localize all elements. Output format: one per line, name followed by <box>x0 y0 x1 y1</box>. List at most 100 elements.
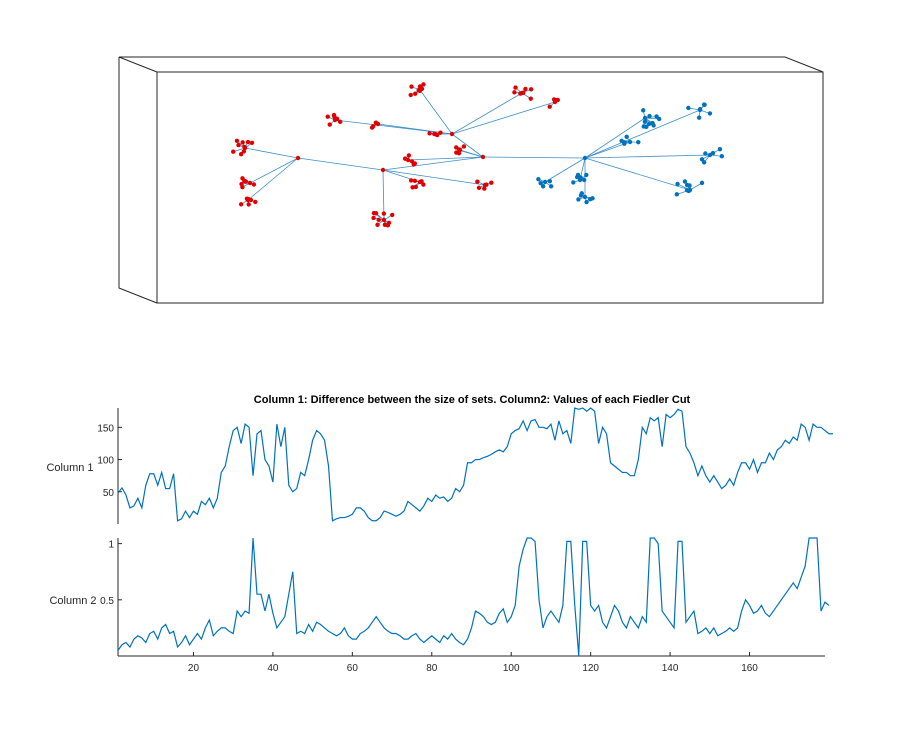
series-line <box>118 538 829 656</box>
graph-edge <box>460 150 483 157</box>
graph-node <box>250 141 254 145</box>
graph-node <box>702 160 706 164</box>
graph-edge <box>420 90 452 134</box>
graph-node <box>481 155 485 159</box>
graph-node <box>375 223 379 227</box>
graph-node <box>253 200 257 204</box>
box-back-edges <box>119 57 823 72</box>
graph-node <box>370 125 374 129</box>
chart-title: Column 1: Difference between the size of… <box>254 394 691 406</box>
graph-node <box>383 223 387 227</box>
graph-node <box>231 149 235 153</box>
x-tick-label: 100 <box>503 663 520 674</box>
graph-node <box>641 108 645 112</box>
graph-node <box>628 140 632 144</box>
graph-node <box>450 132 454 136</box>
graph-node <box>720 154 724 158</box>
graph-edge <box>298 158 383 170</box>
graph-node <box>248 181 252 185</box>
x-tick-label: 40 <box>267 663 279 674</box>
graph-node <box>698 107 702 111</box>
graph-node <box>247 202 251 206</box>
x-tick-label: 60 <box>347 663 359 674</box>
series-line <box>118 408 833 521</box>
graph-node <box>636 140 640 144</box>
graph-node <box>518 91 522 95</box>
graph-node <box>475 179 479 183</box>
graph-node <box>583 195 587 199</box>
graph-node <box>643 119 647 123</box>
graph-node <box>584 173 588 177</box>
chart-column1-ylabel: Column 1 <box>46 462 93 474</box>
graph-node <box>580 191 584 195</box>
graph-node <box>296 156 300 160</box>
graph-node <box>427 131 431 135</box>
graph-node <box>246 140 250 144</box>
graph-node <box>252 182 256 186</box>
graph-node <box>700 181 704 185</box>
graph-node <box>622 142 626 146</box>
graph-node <box>675 192 679 196</box>
box-front-face <box>157 72 823 303</box>
graph-node <box>588 197 592 201</box>
graph-node <box>571 180 575 184</box>
graph-node <box>548 179 552 183</box>
graph-node <box>512 90 516 94</box>
graph-node <box>697 115 701 119</box>
graph-node <box>413 92 417 96</box>
graph-node <box>454 150 458 154</box>
graph-node <box>541 184 545 188</box>
x-tick-label: 160 <box>741 663 758 674</box>
graph-node <box>686 189 690 193</box>
graph-node <box>239 202 243 206</box>
x-tick-label: 20 <box>188 663 200 674</box>
graph-edge <box>250 158 298 183</box>
graph-node <box>409 84 413 88</box>
graph-node <box>650 121 654 125</box>
graph-node <box>529 87 533 91</box>
graph-node <box>410 185 414 189</box>
graph-node <box>657 117 661 121</box>
graph-node <box>390 213 394 217</box>
graph-nodes <box>231 82 724 227</box>
graph-node <box>482 186 486 190</box>
graph-node <box>575 175 579 179</box>
graph-node <box>409 178 413 182</box>
graph-node <box>583 156 587 160</box>
graph-edges <box>233 84 722 225</box>
graph-node <box>554 98 558 102</box>
graph-node <box>413 179 417 183</box>
y-tick-label: 1 <box>108 540 114 551</box>
graph-node <box>489 181 493 185</box>
graph-node <box>513 85 517 89</box>
graph-node <box>371 216 375 220</box>
y-tick-label: 0.5 <box>100 596 114 607</box>
graph-edge <box>585 158 690 190</box>
graph-node <box>462 144 466 148</box>
graph-node <box>675 182 679 186</box>
graph-node <box>235 139 239 143</box>
graph-node <box>549 184 553 188</box>
graph-node <box>374 121 378 125</box>
graph-node <box>703 151 707 155</box>
graph-edge <box>248 158 298 200</box>
graph-node <box>543 180 547 184</box>
graph-edge <box>452 93 522 134</box>
x-tick-label: 140 <box>662 663 679 674</box>
x-tick-label: 120 <box>582 663 599 674</box>
graph-node <box>249 198 253 202</box>
graph-node <box>239 182 243 186</box>
graph-node <box>647 114 651 118</box>
graph-node <box>685 183 689 187</box>
graph-node <box>382 218 386 222</box>
graph-edge <box>585 110 700 158</box>
graph-node <box>410 159 414 163</box>
x-tick-label: 80 <box>426 663 438 674</box>
graph-node <box>686 106 690 110</box>
graph-node <box>240 140 244 144</box>
graph-node <box>548 104 552 108</box>
graph-node <box>407 153 411 157</box>
